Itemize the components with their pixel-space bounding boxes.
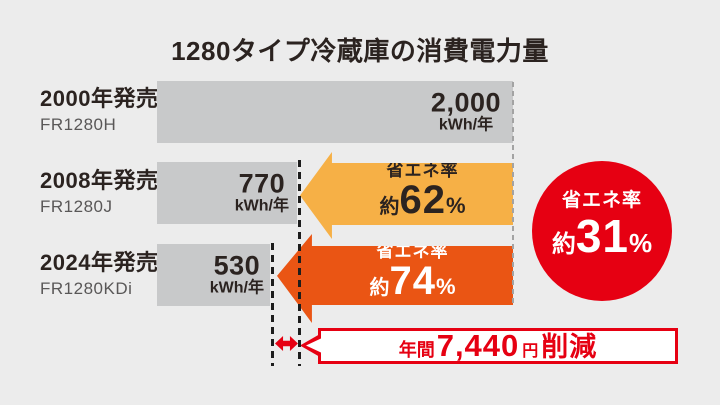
bar-2000-unit: kWh/年 xyxy=(438,116,494,134)
savings-rate-label-2008: 省エネ率 xyxy=(386,160,459,180)
bar-2008-value: 770 kWh/年 xyxy=(234,168,289,216)
bar-2000-consumption: 2,000 kWh/年 xyxy=(157,81,513,143)
savings-arrow-2008-text: 省エネ率 約62% xyxy=(332,160,513,225)
guide-line-2000 xyxy=(512,82,514,306)
callout-suffix: 削減 xyxy=(541,332,598,362)
badge-label: 省エネ率 xyxy=(561,190,642,211)
savings-arrow-2024-text: 省エネ率 約74% xyxy=(312,242,513,305)
savings-rate-label-2024: 省エネ率 xyxy=(376,242,449,261)
callout-unit: 円 xyxy=(522,343,539,360)
bar-2008-kwh: 770 xyxy=(238,168,286,199)
callout-amount: 7,440 xyxy=(436,328,520,363)
guide-line-530 xyxy=(271,243,274,366)
bar-2024-kwh: 530 xyxy=(213,250,261,281)
callout-prefix: 年間 xyxy=(398,340,435,360)
chart-title: 1280タイプ冷蔵庫の消費電力量 xyxy=(171,36,549,66)
savings-rate-value-2024: 約74% xyxy=(369,259,456,303)
savings-arrow-2024: 省エネ率 約74% xyxy=(277,234,513,323)
row-label-2008: 2008年発売 FR1280J xyxy=(40,168,158,218)
model-number-2000: FR1280H xyxy=(40,115,117,134)
model-number-2008: FR1280J xyxy=(40,197,113,216)
row-label-2000: 2000年発売 FR1280H xyxy=(40,86,158,136)
model-number-2024: FR1280KDi xyxy=(40,279,133,298)
savings-rate-badge: 省エネ率 約31% xyxy=(532,161,672,301)
bar-2000-kwh: 2,000 xyxy=(430,87,501,118)
badge-value: 約31% xyxy=(551,210,653,262)
bar-2008-unit: kWh/年 xyxy=(234,197,289,215)
guide-line-770 xyxy=(298,160,301,366)
difference-double-arrow-icon xyxy=(275,336,298,351)
bar-2024-consumption: 530 kWh/年 xyxy=(157,244,270,306)
row-label-2024: 2024年発売 FR1280KDi xyxy=(40,250,158,300)
release-year-2000: 2000年発売 xyxy=(40,86,159,111)
bar-2008-consumption: 770 kWh/年 xyxy=(157,162,297,224)
savings-rate-value-2008: 約62% xyxy=(379,177,466,222)
release-year-2008: 2008年発売 xyxy=(40,168,159,193)
release-year-2024: 2024年発売 xyxy=(40,250,159,275)
bar-2024-unit: kWh/年 xyxy=(209,279,264,297)
annual-savings-callout: 年間7,440 円削減 xyxy=(318,328,678,364)
bar-2000-value: 2,000 kWh/年 xyxy=(430,87,501,135)
bar-2024-value: 530 kWh/年 xyxy=(209,250,264,298)
savings-arrow-2008: 省エネ率 約62% xyxy=(300,152,513,239)
